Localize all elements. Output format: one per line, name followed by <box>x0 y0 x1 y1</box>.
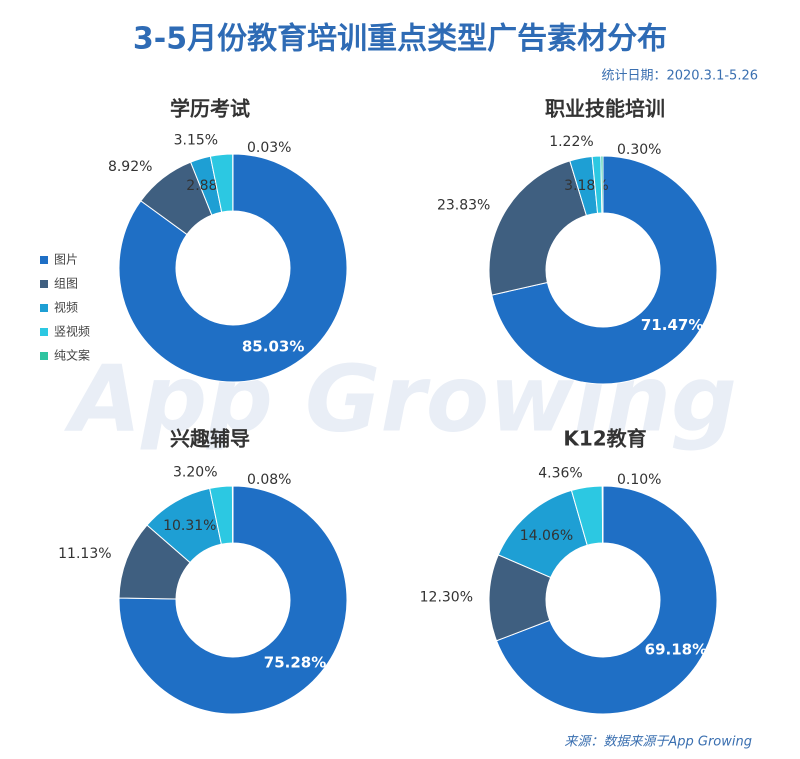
legend-label: 纯文案 <box>54 348 90 363</box>
value-label: 4.36% <box>538 465 582 481</box>
value-label: 3.15% <box>174 133 218 149</box>
page-title: 3-5月份教育培训重点类型广告素材分布 <box>133 22 667 57</box>
donut-slice <box>118 153 348 383</box>
legend-label: 视频 <box>54 300 78 315</box>
value-label: 0.08% <box>247 472 291 488</box>
donut-slice <box>601 485 604 544</box>
legend-label: 竖视频 <box>54 324 90 339</box>
donut-slice <box>491 155 718 385</box>
value-label: 85.03% <box>242 337 304 355</box>
chart-title: 学历考试 <box>170 97 250 121</box>
value-label: 0.30% <box>617 142 661 158</box>
legend-swatch <box>40 352 48 360</box>
chart-title: 兴趣辅导 <box>170 427 250 451</box>
legend-swatch <box>40 280 48 288</box>
donut-slice <box>118 485 348 715</box>
legend-swatch <box>40 328 48 336</box>
chart-title: 职业技能培训 <box>545 97 665 121</box>
value-label: 11.13% <box>58 546 111 562</box>
value-label: 75.28% <box>264 654 326 672</box>
legend-label: 组图 <box>54 277 78 291</box>
donut-slice <box>488 160 588 296</box>
donut-slice <box>495 485 718 715</box>
value-label: 12.30% <box>420 589 473 605</box>
value-label: 0.10% <box>617 472 661 488</box>
donut-slice <box>231 485 234 544</box>
subtitle: 统计日期：2020.3.1-5.26 <box>601 69 758 84</box>
value-label: 69.18% <box>645 641 707 659</box>
value-label: 71.47% <box>641 316 703 334</box>
source: 来源：数据来源于App Growing <box>564 735 752 750</box>
value-label: 14.06% <box>520 528 573 544</box>
value-label: 3.20% <box>173 465 217 481</box>
chart-title: K12教育 <box>563 427 646 451</box>
donut-slice <box>600 155 604 214</box>
value-label: 0.03% <box>247 140 291 156</box>
value-label: 8.92% <box>108 159 152 175</box>
value-label: 23.83% <box>437 198 490 214</box>
legend-label: 图片 <box>54 253 78 267</box>
value-label: 1.22% <box>549 134 593 150</box>
legend-swatch <box>40 304 48 312</box>
value-label: 10.31% <box>163 518 216 534</box>
legend-swatch <box>40 256 48 264</box>
